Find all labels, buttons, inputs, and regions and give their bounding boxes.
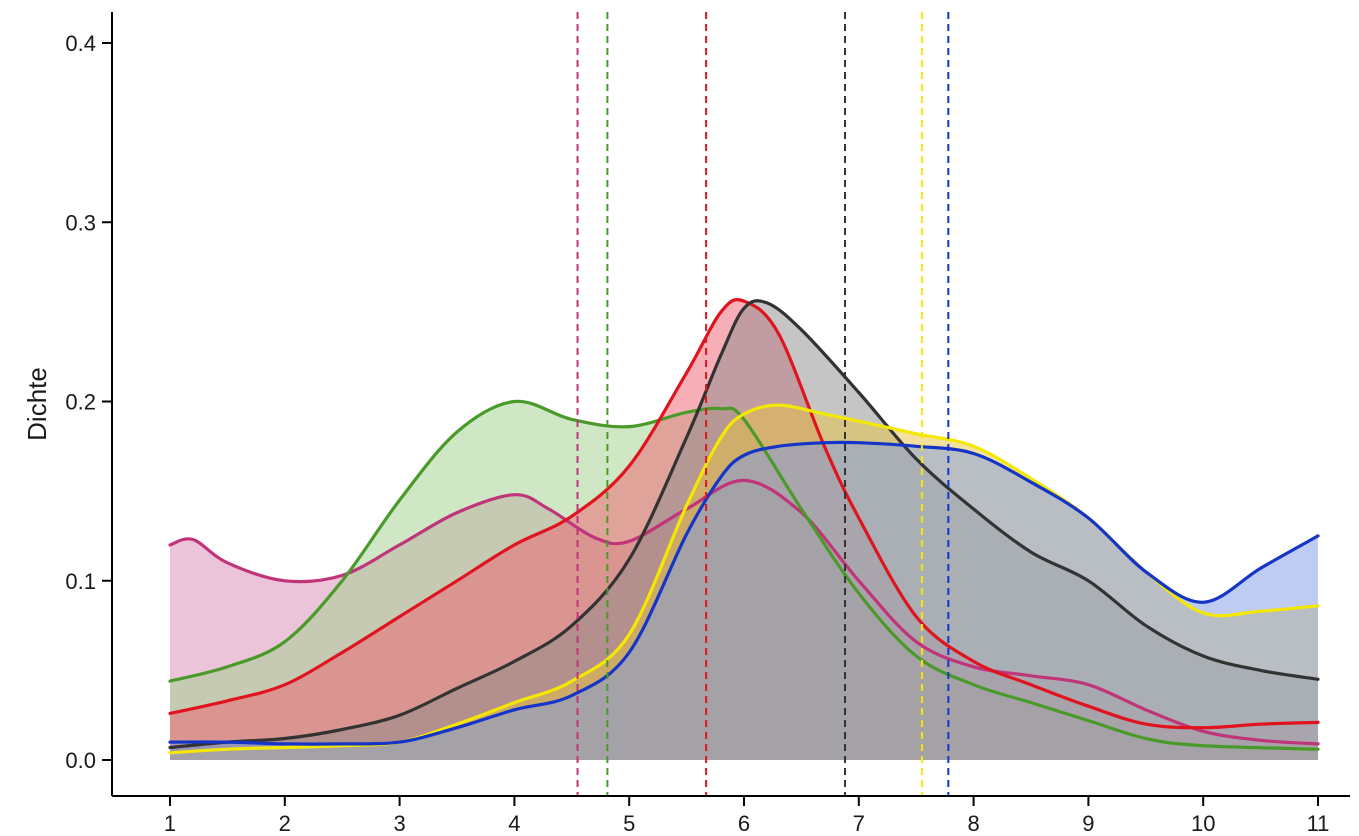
y-tick-label: 0.1	[65, 569, 96, 594]
x-tick-label: 11	[1307, 811, 1330, 836]
density-line-2	[168, 399, 1320, 751]
x-tick-label: 3	[393, 811, 405, 836]
y-axis-ticks: 0.0 0.1 0.2 0.3 0.4	[65, 31, 112, 773]
density-lines	[168, 297, 1320, 755]
y-tick-label: 0.0	[65, 748, 96, 773]
density-line-3	[168, 297, 1320, 730]
density-area-6	[170, 442, 1318, 760]
y-tick-label: 0.2	[65, 390, 96, 415]
x-tick-label: 2	[279, 811, 291, 836]
y-axis-title: Dichte	[22, 367, 52, 441]
x-tick-label: 4	[508, 811, 520, 836]
density-line-4	[168, 299, 1320, 750]
axes	[111, 12, 1350, 797]
x-tick-label: 8	[967, 811, 979, 836]
x-tick-label: 1	[164, 811, 176, 836]
density-line-1	[168, 478, 1320, 746]
density-areas	[170, 299, 1318, 760]
mean-lines	[576, 12, 950, 796]
x-axis-ticks: 1 2 3 4 5 6 7 8 9 10 11	[164, 796, 1330, 836]
x-tick-label: 6	[738, 811, 750, 836]
y-tick-label: 0.3	[65, 210, 96, 235]
x-tick-label: 7	[853, 811, 865, 836]
y-tick-label: 0.4	[65, 31, 96, 56]
x-tick-label: 10	[1191, 811, 1215, 836]
x-tick-label: 9	[1082, 811, 1094, 836]
x-tick-label: 5	[623, 811, 635, 836]
density-line-6	[168, 440, 1320, 746]
